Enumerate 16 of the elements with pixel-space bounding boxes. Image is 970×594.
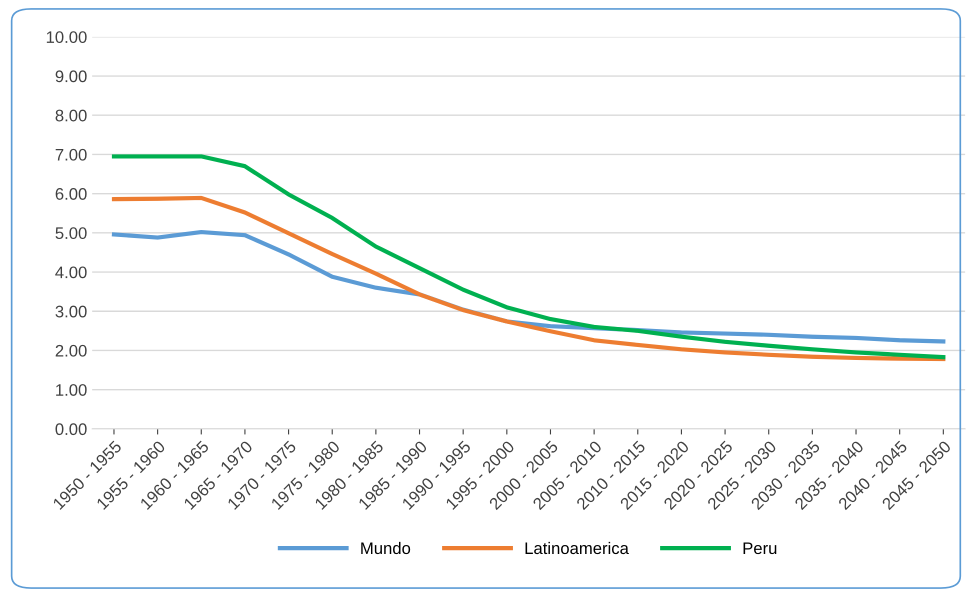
legend-label: Latinoamerica [526,542,629,554]
y-tick-label: 5.00 [56,227,87,240]
y-tick-label: 10.00 [46,31,87,44]
y-tick-label: 3.00 [55,306,87,318]
y-tick-label: 4.00 [55,266,87,278]
y-tick-label: 9.00 [56,70,87,82]
legend-label: Mundo [361,542,410,554]
y-tick-label: 2.00 [56,344,87,357]
legend-label: Peru [744,542,776,554]
y-tick-label: 0.00 [56,423,87,436]
y-tick-label: 1.00 [56,384,87,396]
y-tick-label: 7.00 [56,148,87,161]
y-tick-label: 6.00 [56,188,87,200]
line-series [112,196,946,362]
line-series [112,154,946,360]
y-tick-label: 8.00 [56,110,87,122]
